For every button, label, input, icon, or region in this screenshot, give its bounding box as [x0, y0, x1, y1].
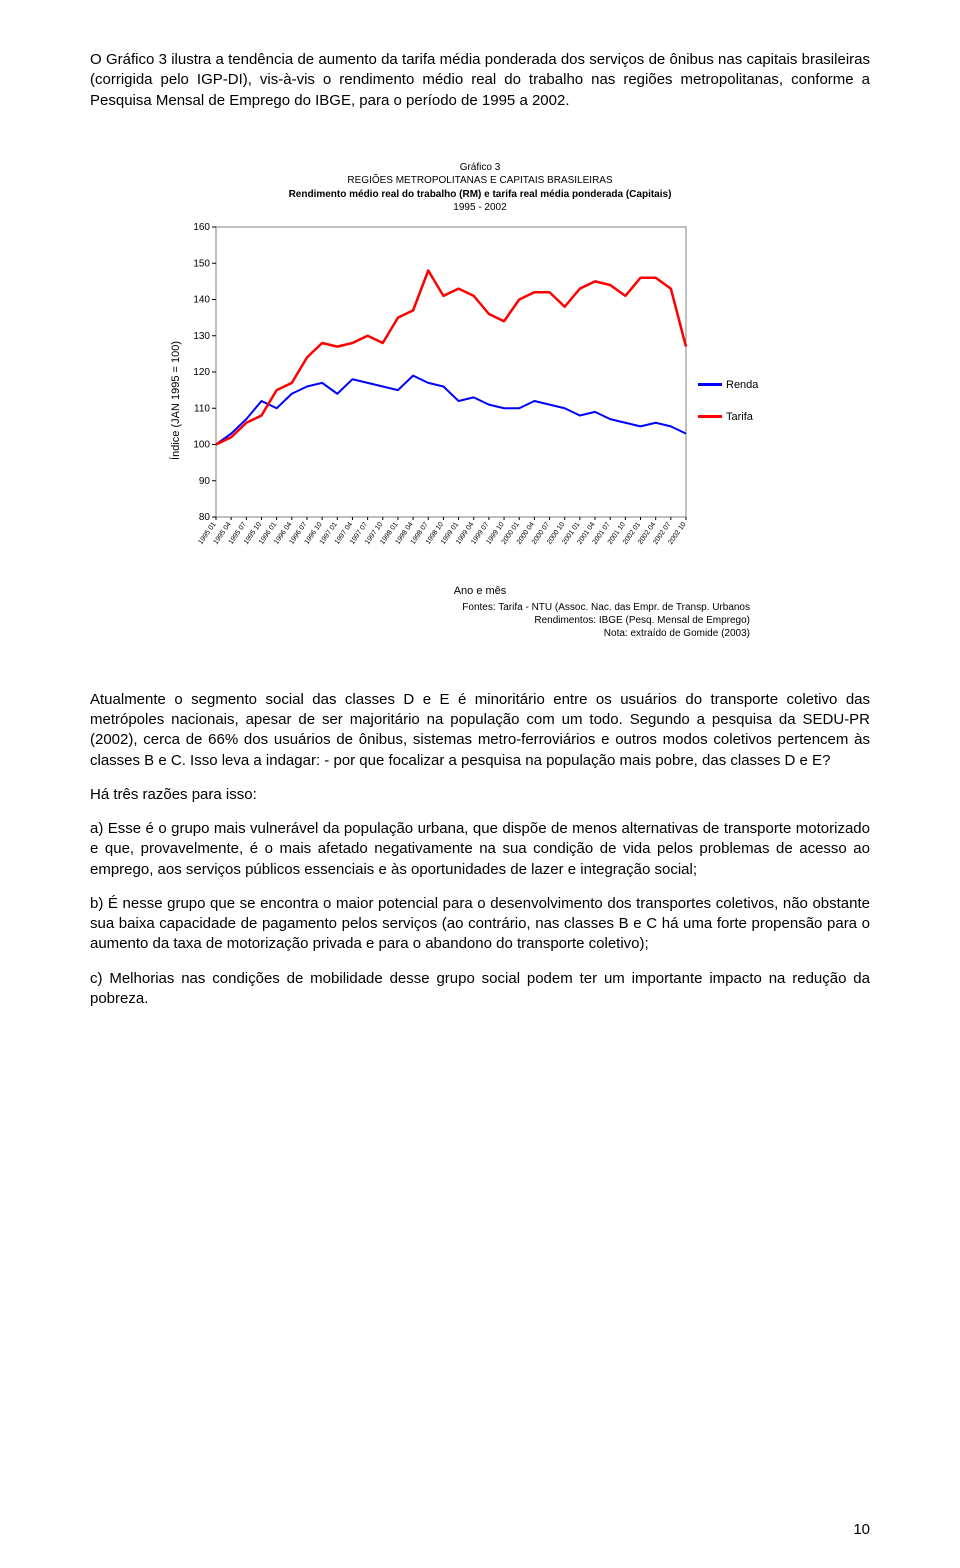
chart-source-line-2: Nota: extraído de Gomide (2003): [170, 627, 750, 640]
chart-title-line-1: REGIÕES METROPOLITANAS E CAPITAIS BRASIL…: [170, 174, 790, 188]
page-number: 10: [853, 1521, 870, 1538]
legend-swatch-tarifa: [698, 415, 722, 418]
chart-source: Fontes: Tarifa - NTU (Assoc. Nac. das Em…: [170, 601, 750, 640]
intro-paragraph: O Gráfico 3 ilustra a tendência de aumen…: [90, 50, 870, 111]
paragraph-after-chart: Atualmente o segmento social das classes…: [90, 690, 870, 771]
svg-text:100: 100: [193, 439, 210, 450]
legend-renda: Renda: [698, 379, 758, 391]
chart-ylabel: Índice (JAN 1995 = 100): [170, 341, 182, 460]
legend-label-renda: Renda: [726, 379, 758, 391]
chart-xlabel: Ano e mês: [170, 585, 790, 597]
line-chart: 80901001101201301401501601995 011995 041…: [188, 221, 688, 581]
chart-source-line-1: Rendimentos: IBGE (Pesq. Mensal de Empre…: [170, 614, 750, 627]
svg-text:110: 110: [194, 403, 210, 414]
legend-swatch-renda: [698, 383, 722, 386]
reason-b: b) É nesse grupo que se encontra o maior…: [90, 894, 870, 955]
reasons-intro: Há três razões para isso:: [90, 785, 870, 805]
chart-title-line-2: Rendimento médio real do trabalho (RM) e…: [170, 188, 790, 202]
reason-a: a) Esse é o grupo mais vulnerável da pop…: [90, 819, 870, 880]
chart-title-line-0: Gráfico 3: [170, 161, 790, 175]
chart-title-line-3: 1995 - 2002: [170, 201, 790, 215]
svg-text:90: 90: [199, 476, 211, 487]
legend-tarifa: Tarifa: [698, 411, 758, 423]
reason-c: c) Melhorias nas condições de mobilidade…: [90, 969, 870, 1010]
svg-text:120: 120: [193, 367, 210, 378]
chart-title: Gráfico 3 REGIÕES METROPOLITANAS E CAPIT…: [170, 161, 790, 215]
svg-text:130: 130: [193, 331, 210, 342]
svg-text:150: 150: [193, 258, 210, 269]
chart-source-line-0: Fontes: Tarifa - NTU (Assoc. Nac. das Em…: [170, 601, 750, 614]
legend-label-tarifa: Tarifa: [726, 411, 753, 423]
chart-container: Gráfico 3 REGIÕES METROPOLITANAS E CAPIT…: [170, 161, 790, 640]
svg-text:160: 160: [193, 222, 210, 233]
svg-text:80: 80: [199, 512, 211, 523]
svg-text:140: 140: [193, 294, 210, 305]
chart-legend: Renda Tarifa: [698, 359, 758, 443]
